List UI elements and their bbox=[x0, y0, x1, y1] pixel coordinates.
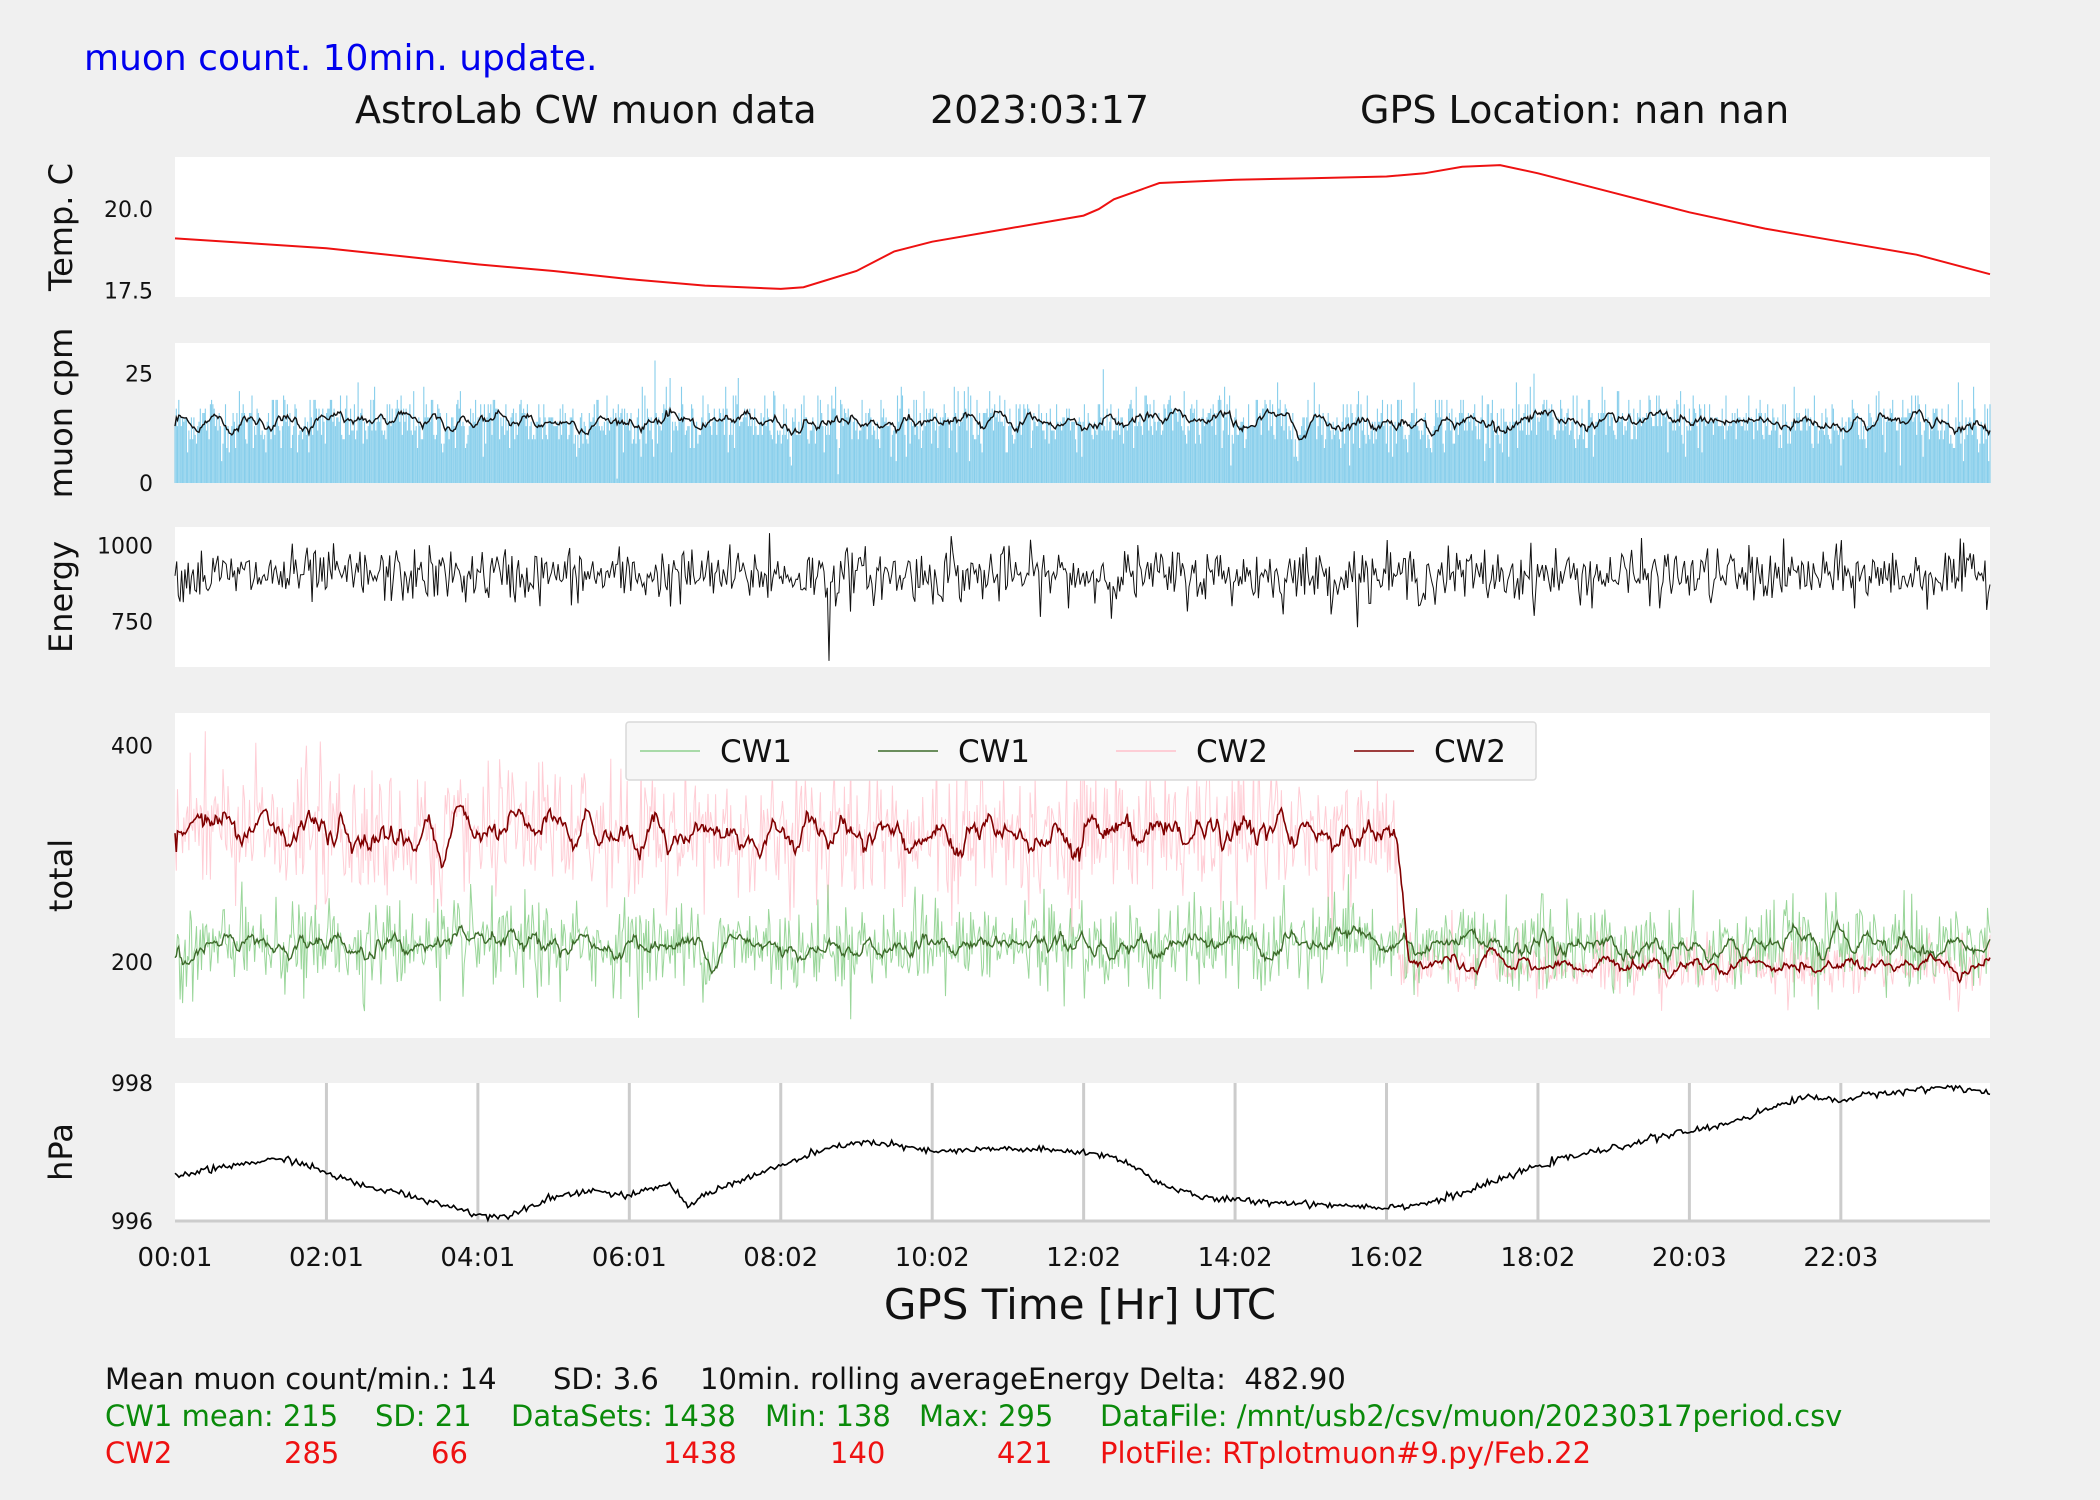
ytick-energy-0: 1000 bbox=[97, 534, 153, 559]
legend-box bbox=[625, 721, 1537, 781]
pressure-line bbox=[174, 1084, 1991, 1223]
ytick-muon-0: 25 bbox=[125, 363, 153, 388]
xtick-3: 06:01 bbox=[592, 1243, 667, 1273]
ylabel-pressure: hPa bbox=[42, 1123, 80, 1181]
ylabel-muon: muon cpm bbox=[42, 328, 80, 499]
ytick-muon-1: 0 bbox=[139, 472, 153, 497]
xtick-2: 04:01 bbox=[440, 1243, 515, 1273]
cw1-datasets: DataSets: 1438 bbox=[511, 1399, 736, 1433]
header-note: muon count. 10min. update. bbox=[84, 38, 598, 79]
ytick-total-0: 400 bbox=[111, 735, 153, 760]
ytick-pressure-0: 998 bbox=[111, 1072, 153, 1097]
legend-label-1: CW1 bbox=[958, 734, 1030, 770]
stat-mean-muon: Mean muon count/min.: 14 bbox=[105, 1362, 497, 1396]
xtick-1: 02:01 bbox=[289, 1243, 364, 1273]
ylabel-total: total bbox=[42, 839, 80, 912]
muon-bars bbox=[174, 360, 1991, 483]
ytick-total-1: 200 bbox=[111, 951, 153, 976]
cw2-label: CW2 bbox=[105, 1436, 173, 1470]
panel-muon bbox=[175, 343, 1990, 483]
cw2-max: 421 bbox=[997, 1436, 1053, 1470]
legend-label-2: CW2 bbox=[1196, 734, 1268, 770]
stat-sd: SD: 3.6 bbox=[553, 1362, 659, 1396]
energy-line bbox=[174, 533, 1991, 661]
chart-date: 2023:03:17 bbox=[930, 88, 1150, 132]
legend-label-0: CW1 bbox=[720, 734, 792, 770]
cw2-mean: 285 bbox=[284, 1436, 340, 1470]
ytick-energy-1: 750 bbox=[111, 610, 153, 635]
xtick-5: 10:02 bbox=[895, 1243, 970, 1273]
cw2-datasets: 1438 bbox=[663, 1436, 737, 1470]
ytick-temperature-0: 20.0 bbox=[104, 198, 153, 223]
cw1-mean: CW1 mean: 215 bbox=[105, 1399, 339, 1433]
cw1-sd: SD: 21 bbox=[375, 1399, 472, 1433]
panel-temperature bbox=[175, 157, 1990, 297]
legend-label-3: CW2 bbox=[1434, 734, 1506, 770]
xtick-4: 08:02 bbox=[743, 1243, 818, 1273]
xtick-8: 16:02 bbox=[1349, 1243, 1424, 1273]
stat-energy-delta: Energy Delta: 482.90 bbox=[1028, 1362, 1346, 1396]
xtick-9: 18:02 bbox=[1500, 1243, 1575, 1273]
cw2-min: 140 bbox=[830, 1436, 886, 1470]
cw1-avg-line bbox=[174, 918, 1991, 975]
ylabel-temperature: Temp. C bbox=[42, 163, 80, 292]
panel-energy bbox=[175, 527, 1990, 667]
temperature-line bbox=[174, 164, 1991, 290]
xtick-0: 00:01 bbox=[138, 1243, 213, 1273]
cw2-plotfile: PlotFile: RTplotmuon#9.py/Feb.22 bbox=[1100, 1436, 1592, 1470]
cw1-datafile: DataFile: /mnt/usb2/csv/muon/20230317per… bbox=[1100, 1399, 1843, 1433]
gps-location: GPS Location: nan nan bbox=[1360, 88, 1790, 132]
chart-title: AstroLab CW muon data bbox=[355, 88, 817, 132]
ytick-pressure-1: 996 bbox=[111, 1210, 153, 1235]
cw2-sd: 66 bbox=[431, 1436, 468, 1470]
ylabel-energy: Energy bbox=[42, 541, 80, 653]
cw1-raw-line bbox=[174, 874, 1991, 1020]
xtick-11: 22:03 bbox=[1803, 1243, 1878, 1273]
stat-rolling: 10min. rolling average. bbox=[700, 1362, 1038, 1396]
cw1-max: Max: 295 bbox=[919, 1399, 1054, 1433]
x-axis-label: GPS Time [Hr] UTC bbox=[883, 1280, 1277, 1329]
xtick-10: 20:03 bbox=[1652, 1243, 1727, 1273]
muon-rolling-line bbox=[174, 406, 1991, 441]
xtick-7: 14:02 bbox=[1198, 1243, 1273, 1273]
xtick-6: 12:02 bbox=[1046, 1243, 1121, 1273]
cw2-avg-line bbox=[174, 804, 1991, 984]
cw1-min: Min: 138 bbox=[765, 1399, 891, 1433]
ytick-temperature-1: 17.5 bbox=[104, 279, 153, 304]
